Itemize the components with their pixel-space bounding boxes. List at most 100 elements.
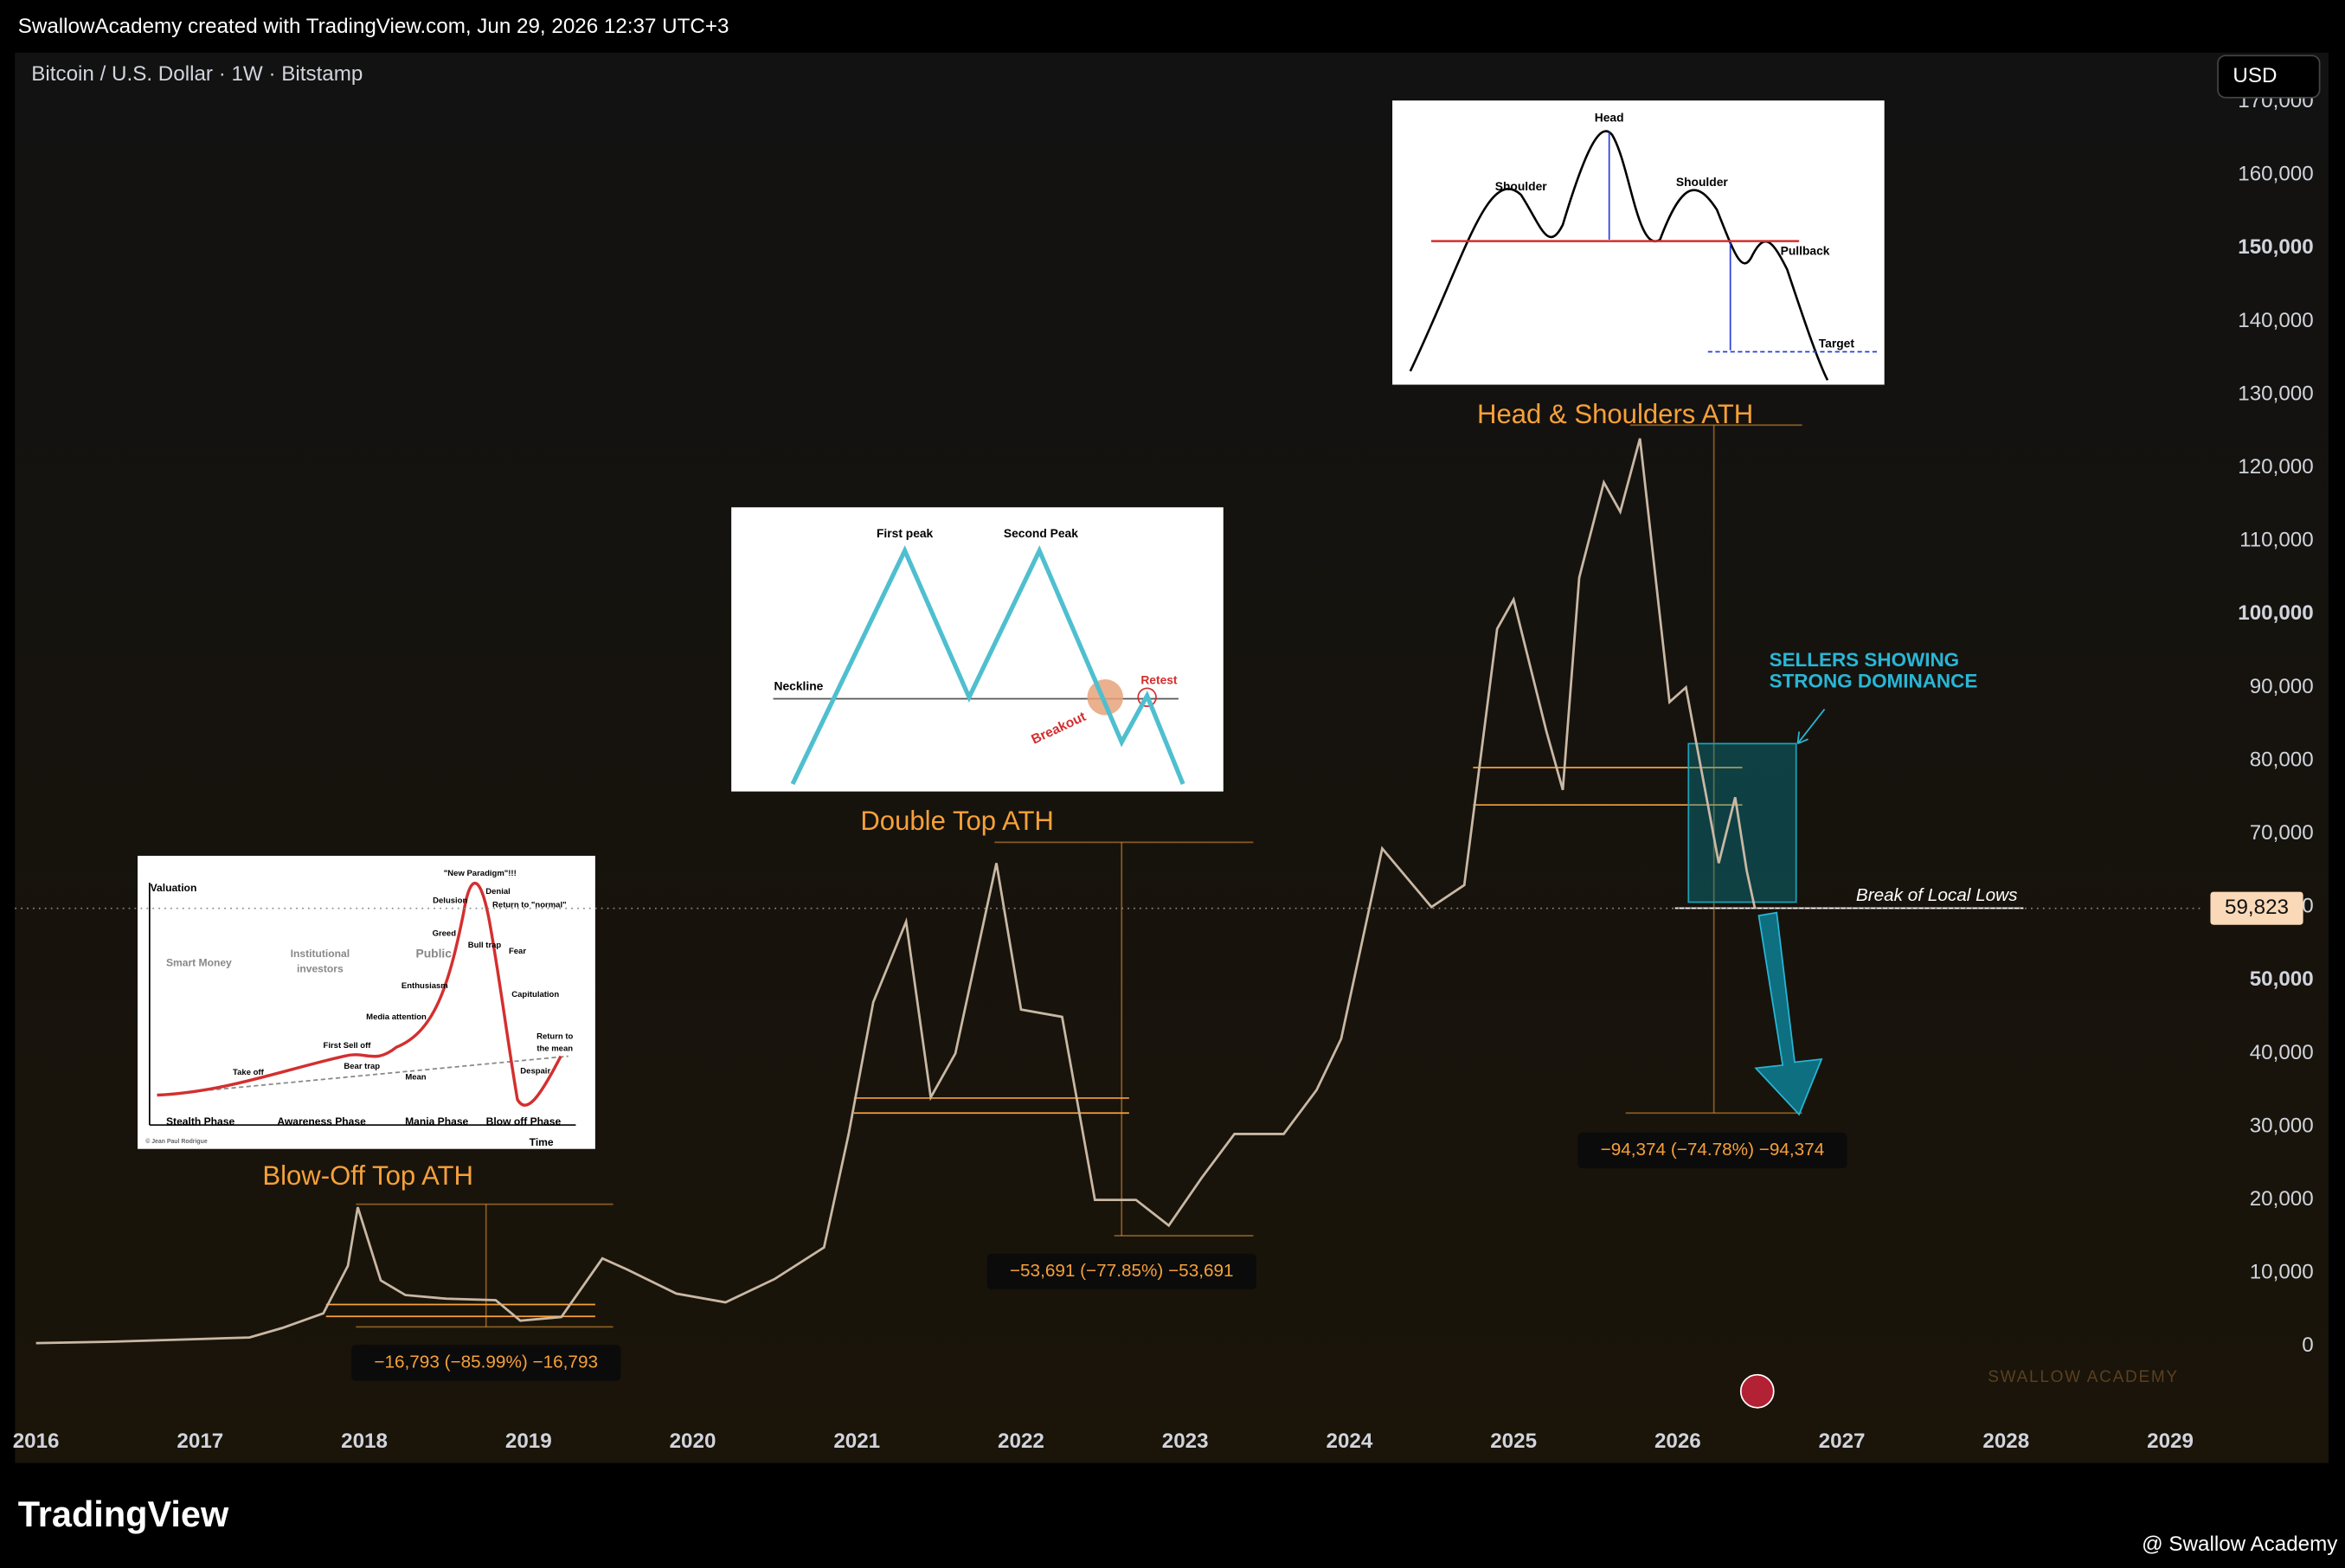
y-tick-label: 10,000: [2250, 1261, 2314, 1284]
inset-label: the mean: [536, 1044, 573, 1053]
blowoff-drawing: [325, 1203, 614, 1328]
inset-label: Shoulder: [1495, 179, 1547, 193]
hs-drawing: [1473, 424, 1802, 1115]
y-tick-label: 70,000: [2250, 821, 2314, 845]
inset-label: Take off: [233, 1068, 265, 1077]
event-flag[interactable]: [1739, 1373, 1775, 1409]
inset-label: Time: [530, 1136, 554, 1148]
inset-label: First peak: [877, 526, 934, 540]
pattern-title: Double Top ATH: [860, 806, 1054, 836]
y-tick-label: 110,000: [2239, 529, 2314, 552]
break-label: Break of Local Lows: [1856, 885, 2018, 905]
inset-label: Delusion: [433, 896, 467, 905]
down-arrow: [1754, 911, 1823, 1116]
inset-label: Blow off Phase: [486, 1115, 562, 1128]
y-tick-label: 150,000: [2238, 235, 2313, 259]
inset-cycle: [138, 855, 595, 1149]
last-price-label: 59,823: [2225, 896, 2289, 919]
price-line: [35, 438, 1757, 1345]
measure-label: −16,793 (−85.99%) −16,793: [374, 1352, 598, 1372]
y-tick-label: 100,000: [2238, 601, 2313, 625]
watermark: SWALLOW ACADEMY: [1988, 1368, 2179, 1386]
measure-label: −94,374 (−74.78%) −94,374: [1601, 1140, 1825, 1160]
range-box: [1687, 742, 1797, 903]
x-tick-label: 2023: [1162, 1430, 1209, 1453]
sellers-note: STRONG DOMINANCE: [1770, 670, 1978, 691]
inset-label: Fear: [509, 947, 526, 956]
inset-label: Bull trap: [468, 941, 502, 950]
inset-hs: [1392, 100, 1885, 385]
inset-label: Institutional: [291, 948, 350, 960]
x-tick-label: 2019: [505, 1430, 552, 1453]
inset-label: Enthusiasm: [402, 981, 448, 991]
credit: @ Swallow Academy: [2142, 1533, 2338, 1556]
inset-label: © Jean Paul Rodrigue: [145, 1138, 208, 1145]
x-tick-label: 2029: [2147, 1430, 2194, 1453]
inset-label: Denial: [485, 887, 511, 896]
y-tick-label: 20,000: [2250, 1187, 2314, 1211]
inset-label: Stealth Phase: [166, 1115, 234, 1128]
last-price-box: [2210, 891, 2303, 925]
x-tick-label: 2027: [1819, 1430, 1866, 1453]
y-tick-label: 30,000: [2250, 1114, 2314, 1137]
inset-label: Awareness Phase: [277, 1115, 366, 1128]
note-arrow: [1796, 709, 1826, 745]
y-tick-label: 160,000: [2238, 163, 2313, 186]
inset-label: Despair: [520, 1066, 550, 1076]
inset-label: Neckline: [774, 678, 824, 692]
inset-label: First Sell off: [324, 1041, 372, 1051]
measure-box: [351, 1345, 621, 1381]
pattern-title: Blow-Off Top ATH: [262, 1160, 473, 1191]
currency-box[interactable]: [2217, 55, 2321, 99]
x-tick-label: 2025: [1490, 1430, 1537, 1453]
inset-label: Capitulation: [511, 990, 559, 999]
y-tick-label: 90,000: [2250, 675, 2314, 698]
y-tick-label: 140,000: [2238, 309, 2313, 332]
x-tick-label: 2020: [670, 1430, 716, 1453]
x-tick-label: 2026: [1654, 1430, 1701, 1453]
inset-label: "New Paradigm"!!!: [444, 869, 517, 878]
inset-label: Greed: [433, 929, 457, 938]
x-tick-label: 2016: [13, 1430, 60, 1453]
inset-label: Return to "normal": [492, 901, 567, 910]
currency[interactable]: USD: [2233, 64, 2277, 87]
inset-label: Mania Phase: [405, 1115, 468, 1128]
pattern-title: Head & Shoulders ATH: [1477, 399, 1753, 429]
inset-label: Bear trap: [344, 1062, 380, 1071]
inset-label: Target: [1819, 337, 1855, 350]
inset-double-top: [731, 507, 1224, 792]
measure-box: [986, 1253, 1256, 1290]
x-tick-label: 2024: [1327, 1430, 1373, 1453]
y-tick-label: 130,000: [2238, 382, 2313, 405]
attribution: SwallowAcademy created with TradingView.…: [18, 15, 729, 38]
y-tick-label: 50,000: [2250, 967, 2314, 991]
y-tick-label: 80,000: [2250, 748, 2314, 771]
measure-label: −53,691 (−77.85%) −53,691: [1010, 1261, 1234, 1281]
y-tick-label: 40,000: [2250, 1041, 2314, 1064]
inset-label: Mean: [405, 1072, 426, 1082]
inset-label: Second Peak: [1004, 526, 1078, 540]
x-tick-label: 2021: [833, 1430, 880, 1453]
x-tick-label: 2017: [177, 1430, 223, 1453]
inset-label: Valuation: [151, 882, 197, 894]
symbol: Bitcoin / U.S. Dollar · 1W · Bitstamp: [31, 62, 363, 86]
inset-label: Head: [1595, 111, 1624, 125]
sellers-note: SELLERS SHOWING: [1770, 649, 1960, 671]
inset-label: investors: [297, 962, 344, 974]
inset-label: Shoulder: [1676, 175, 1728, 189]
inset-label: Return to: [536, 1032, 573, 1042]
logo: TradingView: [18, 1494, 229, 1534]
x-tick-label: 2022: [998, 1430, 1044, 1453]
inset-label: Smart Money: [166, 957, 232, 969]
inset-label: Pullback: [1781, 243, 1830, 257]
measure-box: [1577, 1132, 1847, 1169]
x-tick-label: 2028: [1982, 1430, 2029, 1453]
x-tick-label: 2018: [341, 1430, 388, 1453]
inset-label: Retest: [1140, 672, 1178, 686]
y-tick-label: 0: [2302, 1333, 2313, 1357]
inset-label: Public: [415, 947, 452, 961]
inset-label: Media attention: [366, 1012, 427, 1022]
y-tick-label: 120,000: [2238, 455, 2313, 479]
